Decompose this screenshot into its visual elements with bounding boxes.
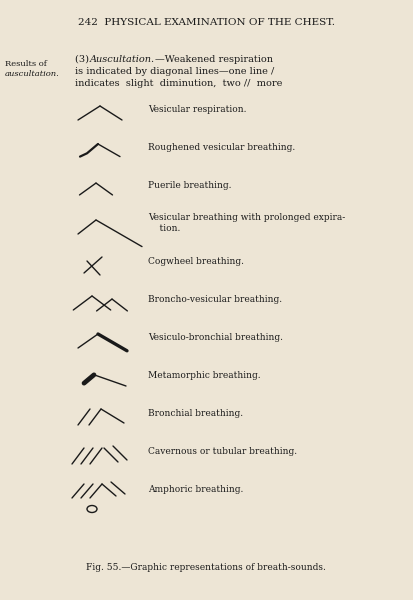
Text: Broncho-vesicular breathing.: Broncho-vesicular breathing. bbox=[148, 295, 282, 304]
Text: Vesiculo-bronchial breathing.: Vesiculo-bronchial breathing. bbox=[148, 332, 283, 341]
Text: Puerile breathing.: Puerile breathing. bbox=[148, 181, 232, 190]
Text: —Weakened respiration: —Weakened respiration bbox=[155, 55, 273, 64]
Text: Vesicular breathing with prolonged expira-
    tion.: Vesicular breathing with prolonged expir… bbox=[148, 212, 345, 233]
Text: Roughened vesicular breathing.: Roughened vesicular breathing. bbox=[148, 142, 295, 151]
Text: auscultation.: auscultation. bbox=[5, 70, 60, 78]
Text: Bronchial breathing.: Bronchial breathing. bbox=[148, 409, 243, 418]
Text: Cogwheel breathing.: Cogwheel breathing. bbox=[148, 257, 244, 265]
Text: (3): (3) bbox=[75, 55, 95, 64]
Text: Auscultation.: Auscultation. bbox=[90, 55, 155, 64]
Text: Metamorphic breathing.: Metamorphic breathing. bbox=[148, 370, 261, 379]
Text: Vesicular respiration.: Vesicular respiration. bbox=[148, 104, 247, 113]
Text: Amphoric breathing.: Amphoric breathing. bbox=[148, 485, 243, 493]
Text: is indicated by diagonal lines—one line /: is indicated by diagonal lines—one line … bbox=[75, 67, 274, 76]
Text: indicates  slight  diminution,  two //  more: indicates slight diminution, two // more bbox=[75, 79, 282, 88]
Text: 242  PHYSICAL EXAMINATION OF THE CHEST.: 242 PHYSICAL EXAMINATION OF THE CHEST. bbox=[78, 18, 335, 27]
Text: Cavernous or tubular breathing.: Cavernous or tubular breathing. bbox=[148, 446, 297, 455]
Text: Results of: Results of bbox=[5, 60, 47, 68]
Text: Fig. 55.—Graphic representations of breath-sounds.: Fig. 55.—Graphic representations of brea… bbox=[86, 563, 326, 572]
